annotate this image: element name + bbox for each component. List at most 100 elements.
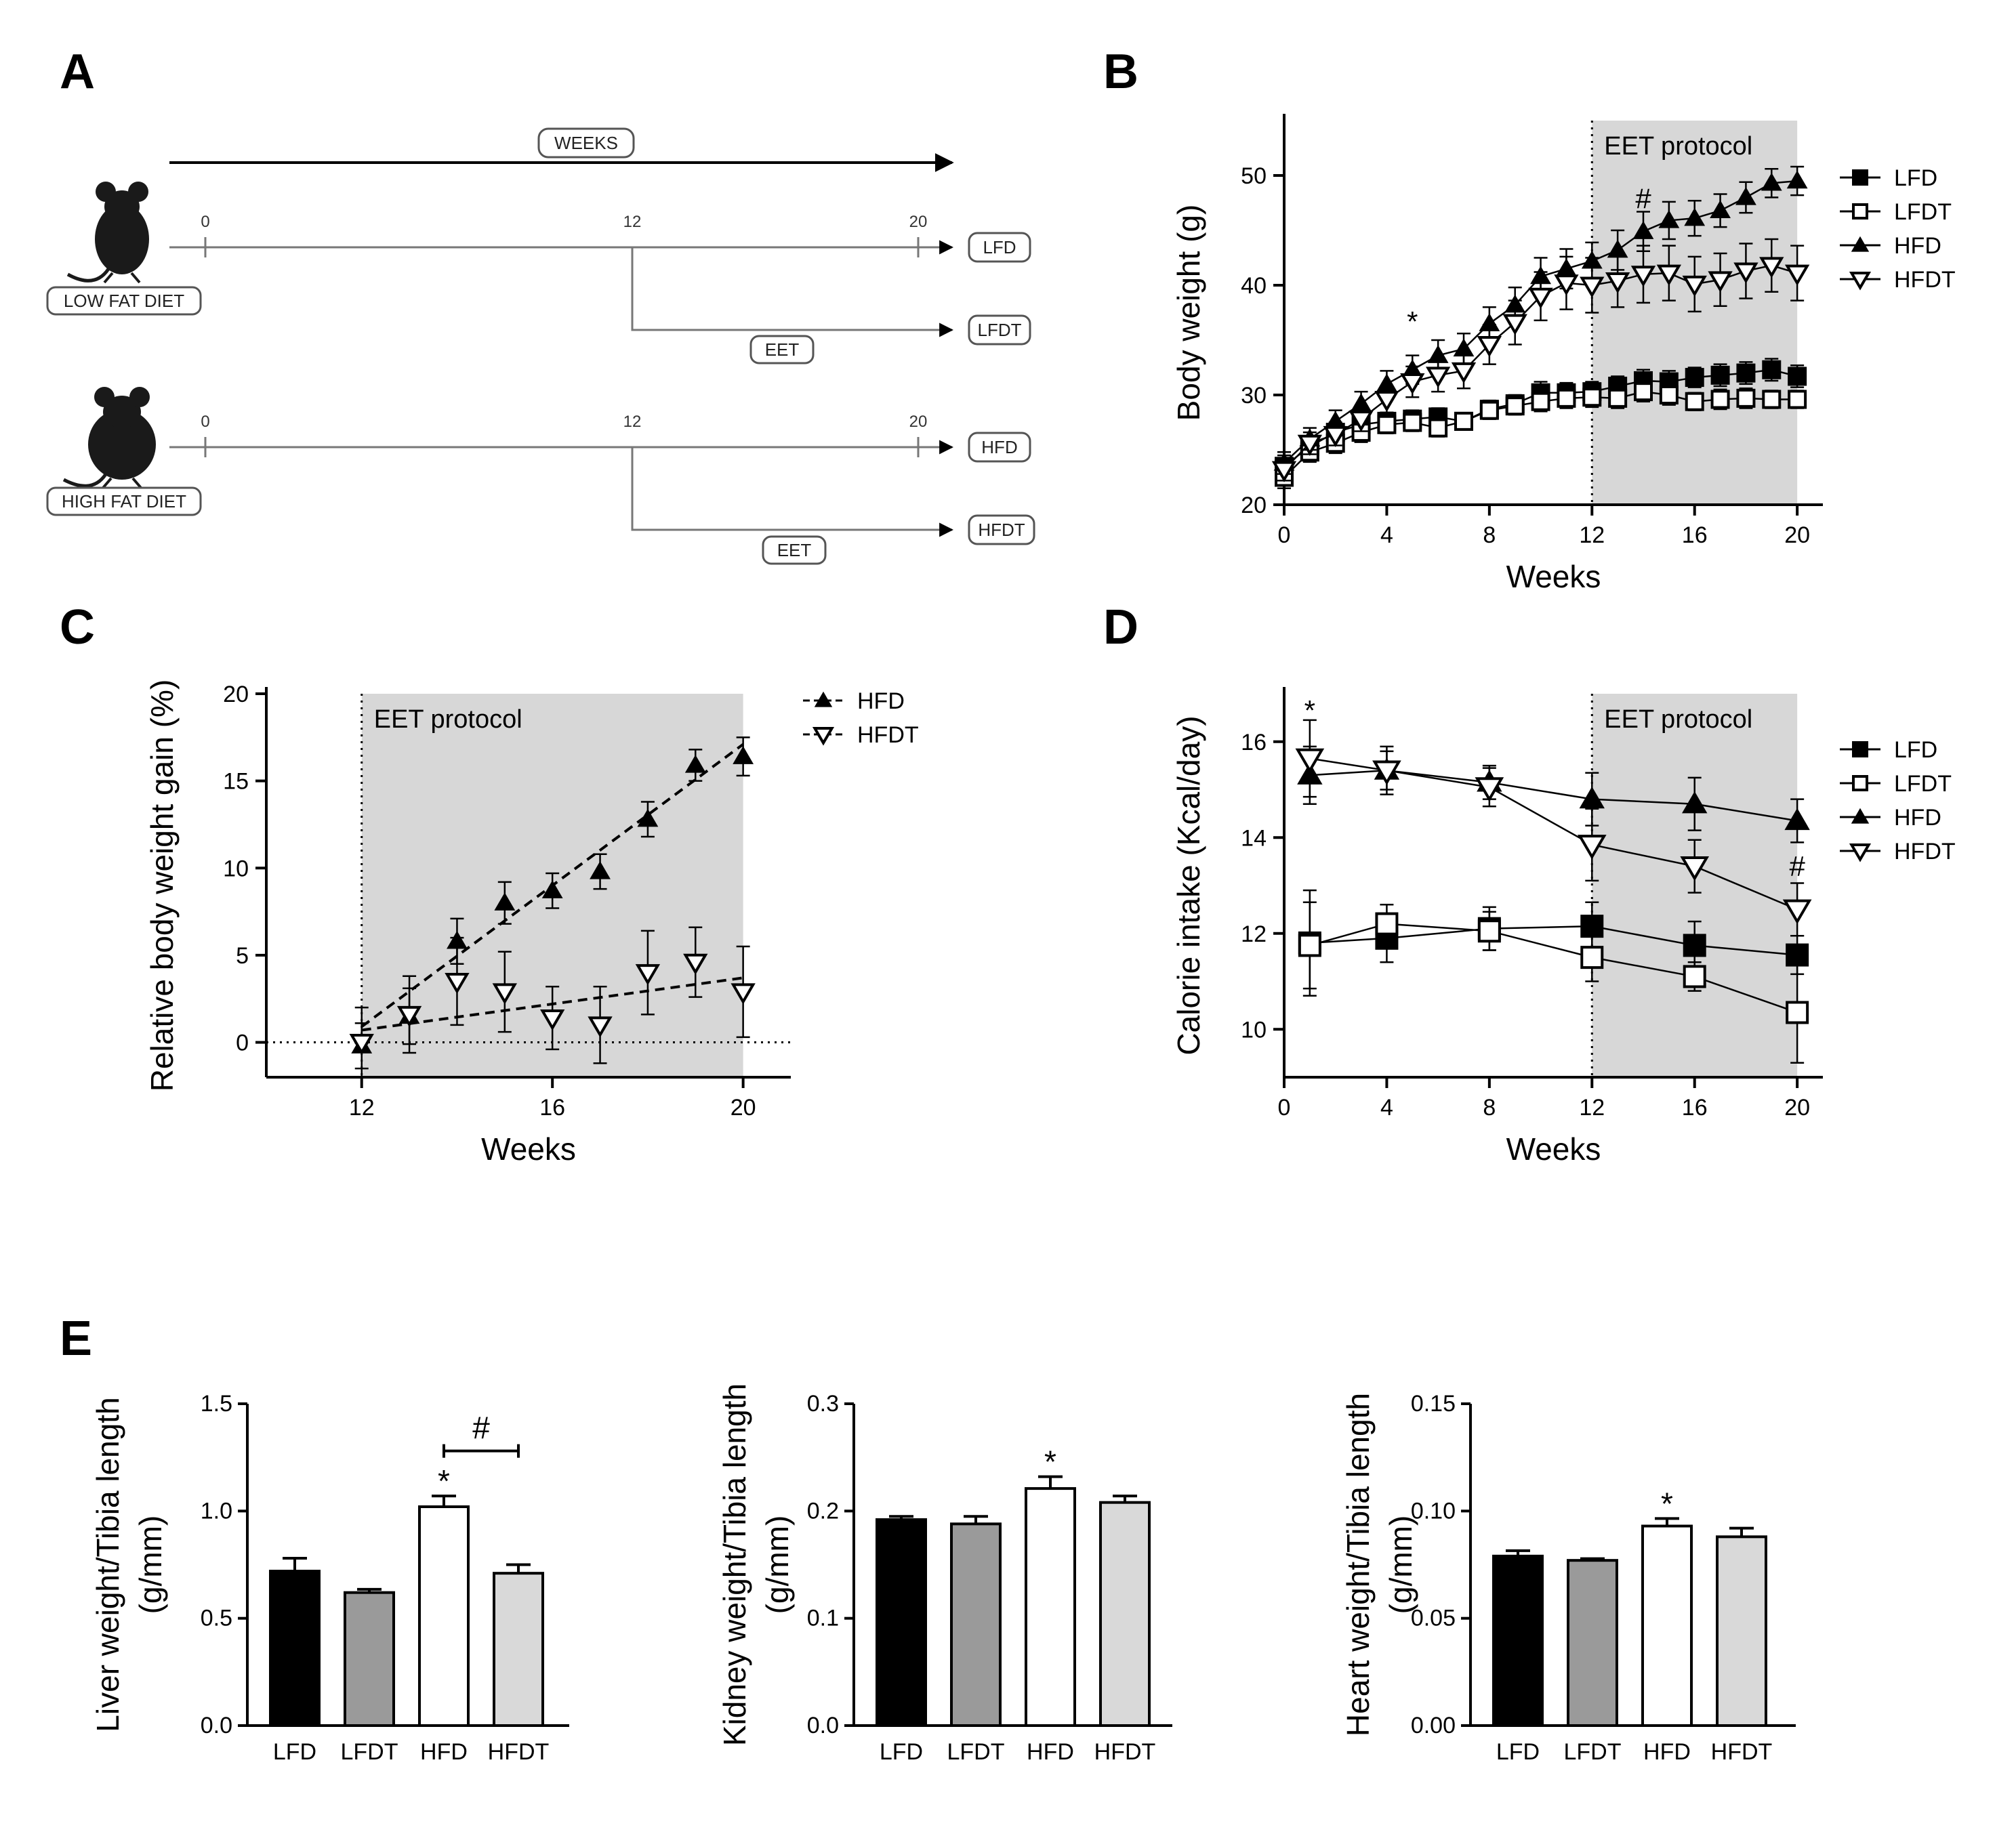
legend-marker — [1849, 272, 1872, 291]
bar-hfd — [418, 1505, 470, 1727]
y-tick-label: 0.15 — [1411, 1391, 1456, 1417]
x-tick-label: 16 — [539, 1095, 565, 1121]
data-point — [1580, 946, 1604, 969]
data-point — [1762, 360, 1782, 379]
chart-e-kidney-ratio: 0.0 0.1 0.2 0.3 LFD LFDT HFD * HFDT Kidney weight… — [717, 1383, 1172, 1765]
y-tick-label: 10 — [223, 856, 249, 881]
data-point — [1531, 392, 1550, 411]
x-tick-label: HFDT — [1711, 1739, 1773, 1765]
data-point — [1659, 385, 1679, 404]
treated-label: LFDT — [978, 320, 1022, 340]
legend-item-hfd: HFD — [1840, 233, 1941, 259]
x-tick-label: HFDT — [488, 1739, 550, 1765]
shade-label: EET protocol — [374, 705, 522, 734]
y-tick-label: 0.0 — [807, 1713, 839, 1738]
data-point — [1479, 400, 1499, 420]
data-point — [684, 755, 706, 773]
significance-mark: # — [1635, 183, 1651, 215]
y-tick-label: 0.1 — [807, 1606, 839, 1631]
legend-item-hfdt: HFDT — [1840, 839, 1956, 864]
data-point — [1762, 390, 1782, 409]
data-point — [1784, 808, 1810, 831]
data-point — [637, 808, 659, 827]
y-tick-label: 0.0 — [201, 1713, 232, 1738]
comparison-bracket: # — [443, 1411, 520, 1458]
x-tick-label: HFD — [1643, 1739, 1691, 1765]
data-point — [1375, 912, 1399, 936]
y-tick-label: 15 — [223, 769, 249, 795]
data-point — [396, 1005, 422, 1028]
y-tick-label: 50 — [1241, 163, 1267, 189]
shade-label: EET protocol — [1604, 132, 1752, 161]
x-axis-label: Weeks — [481, 1131, 576, 1167]
x-axis-label: Weeks — [1506, 1131, 1601, 1167]
legend-marker — [1851, 236, 1870, 252]
significance-mark: # — [1789, 850, 1805, 882]
data-point — [1554, 274, 1579, 296]
x-tick-label: HFD — [420, 1739, 468, 1765]
treatment-branch — [631, 247, 954, 337]
data-point — [1735, 187, 1756, 205]
legend-marker — [1852, 169, 1868, 186]
data-point — [494, 892, 516, 911]
data-point — [1685, 368, 1704, 388]
bar-lfd — [1492, 1554, 1544, 1727]
control-label: HFD — [981, 437, 1017, 457]
x-tick-label: 8 — [1483, 1095, 1496, 1121]
data-point — [1298, 934, 1321, 957]
data-point — [1788, 390, 1807, 409]
data-point — [1605, 272, 1630, 294]
data-point — [1630, 266, 1656, 287]
x-tick-label: 20 — [731, 1095, 756, 1121]
data-point — [1782, 899, 1812, 925]
data-point — [1505, 396, 1525, 416]
legend-marker — [1849, 843, 1872, 862]
x-tick-label: 20 — [1784, 1095, 1810, 1121]
legend-label: HFDT — [1894, 267, 1956, 293]
series-line — [1309, 923, 1798, 1014]
bar-hfdt — [1099, 1501, 1151, 1728]
tick-20: 20 — [909, 413, 928, 431]
legend-label: HFD — [1894, 805, 1941, 831]
chart-c-relative-weight-gain: EET protocol 12 16 20 0 5 10 15 20 Weeks Relative … — [144, 680, 919, 1167]
y-tick-label: 12 — [1241, 921, 1267, 947]
bracket-label: # — [472, 1411, 490, 1446]
data-point — [1632, 221, 1654, 239]
tick-0: 0 — [201, 413, 209, 431]
mouse-icon — [62, 387, 156, 489]
y-tick-label: 1.5 — [201, 1391, 232, 1417]
treatment-label: EET — [765, 339, 800, 360]
data-point — [1453, 338, 1475, 357]
data-point — [1400, 373, 1425, 395]
y-axis-label: Liver weight/Tibia length — [90, 1397, 125, 1732]
legend-marker — [812, 727, 835, 746]
x-tick-label: 20 — [1784, 522, 1810, 548]
y-axis-label: Calorie intake (Kcal/day) — [1171, 715, 1206, 1055]
bar-lfd — [269, 1570, 321, 1727]
data-point — [1634, 382, 1653, 402]
data-point — [1477, 919, 1501, 943]
data-point — [1579, 786, 1605, 809]
panel-a-timeline: WEEKS LOW FAT DIET 0 12 20 LFD — [46, 127, 1035, 565]
legend-label: LFDT — [1894, 771, 1952, 797]
data-point — [1608, 388, 1628, 408]
timeline-group-high-fat: HIGH FAT DIET 0 12 20 HFD HFDT EET — [46, 387, 1035, 565]
data-point — [1683, 934, 1706, 957]
data-point — [1425, 367, 1451, 388]
control-pill — [968, 432, 1031, 463]
y-tick-label: 14 — [1241, 825, 1267, 851]
bar-lfdt — [344, 1591, 395, 1728]
x-tick-label: 8 — [1483, 522, 1496, 548]
bar-hfdt — [1716, 1535, 1767, 1727]
legend-label: HFDT — [1894, 839, 1956, 864]
data-point — [1682, 791, 1708, 814]
chart-d-calorie-intake: EET protocol 0 4 8 12 16 20 10 12 14 16 Weeks Calori… — [1171, 687, 1956, 1167]
treated-label: HFDT — [978, 520, 1025, 540]
data-point — [1454, 411, 1473, 431]
x-tick-label: 16 — [1682, 522, 1708, 548]
legend-label: LFD — [1894, 165, 1937, 191]
control-label: LFD — [983, 237, 1016, 257]
data-point — [1349, 411, 1374, 432]
legend-item-lfdt: LFDT — [1840, 199, 1952, 225]
data-point — [1372, 760, 1401, 786]
